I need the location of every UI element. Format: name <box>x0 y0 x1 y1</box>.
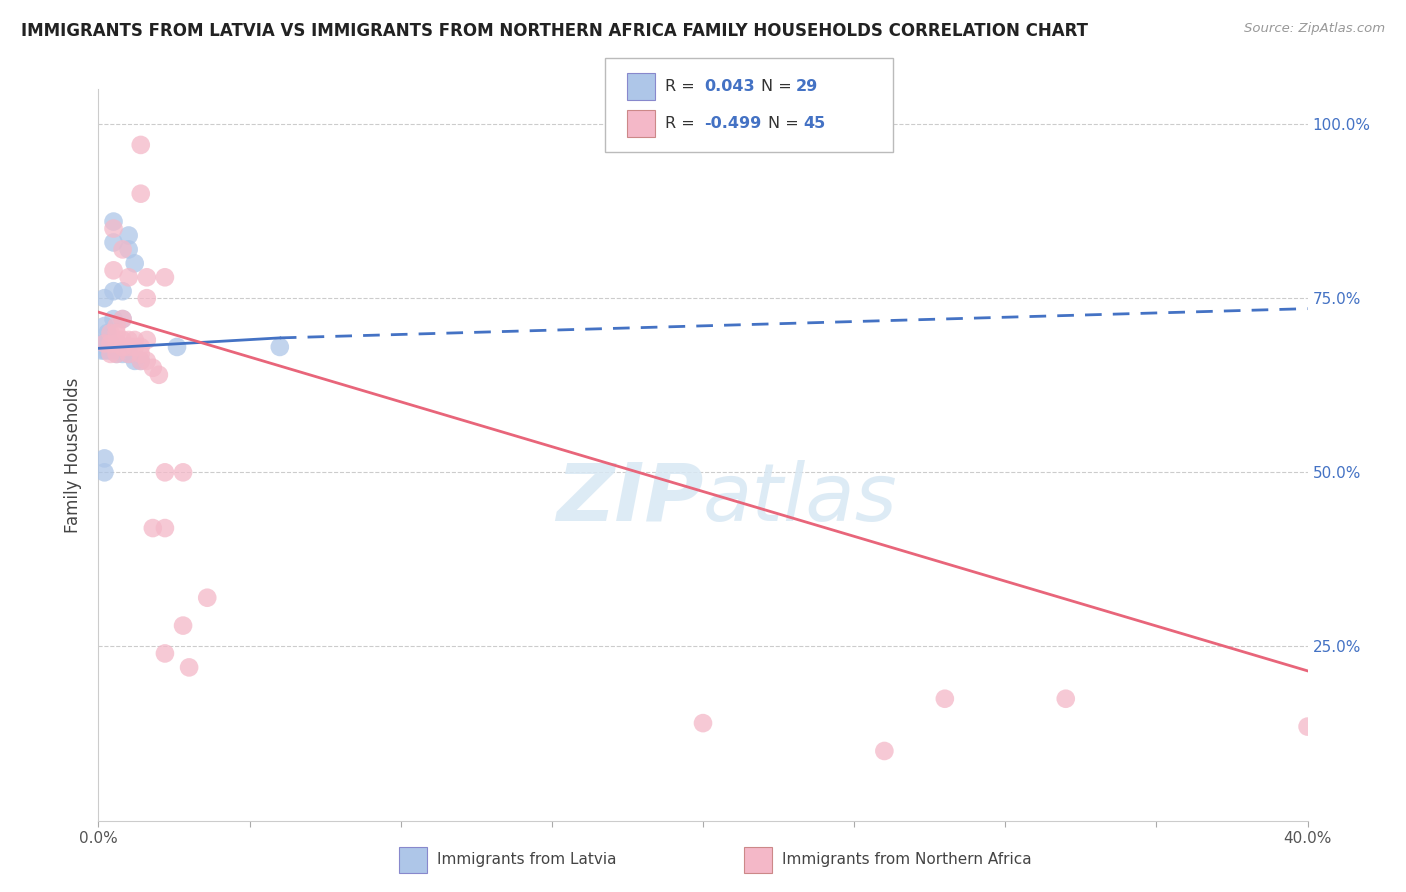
Point <box>135 291 157 305</box>
Point <box>111 243 134 257</box>
Text: 0.043: 0.043 <box>704 78 755 94</box>
Point <box>105 336 128 351</box>
Point <box>118 347 141 361</box>
Text: atlas: atlas <box>703 459 898 538</box>
Point <box>269 340 291 354</box>
Point <box>90 343 112 358</box>
Point <box>93 451 115 466</box>
Point <box>153 466 176 480</box>
Point <box>111 284 134 298</box>
Point <box>90 336 112 351</box>
Point <box>873 744 896 758</box>
Point <box>153 270 176 285</box>
Point <box>93 319 115 334</box>
Text: N =: N = <box>768 116 804 131</box>
Point <box>103 221 125 235</box>
Text: -0.499: -0.499 <box>704 116 762 131</box>
Text: 45: 45 <box>803 116 825 131</box>
Point <box>148 368 170 382</box>
Point <box>93 336 115 351</box>
Point <box>93 343 115 358</box>
Point <box>100 326 122 340</box>
Point <box>105 319 128 334</box>
Point <box>118 228 141 243</box>
Point <box>135 333 157 347</box>
Point <box>100 343 122 358</box>
Point <box>111 312 134 326</box>
Point <box>129 354 152 368</box>
Point <box>172 466 194 480</box>
Text: Immigrants from Latvia: Immigrants from Latvia <box>437 853 617 867</box>
Point <box>124 333 146 347</box>
Point <box>153 647 176 661</box>
Point <box>118 270 141 285</box>
Point <box>129 186 152 201</box>
Point <box>105 326 128 340</box>
Point <box>129 347 152 361</box>
Point <box>93 466 115 480</box>
Point <box>179 660 201 674</box>
Point <box>1054 691 1077 706</box>
Point <box>172 618 194 632</box>
Point <box>103 214 125 228</box>
Point <box>142 360 165 375</box>
Text: 29: 29 <box>796 78 818 94</box>
Point <box>105 347 128 361</box>
Text: IMMIGRANTS FROM LATVIA VS IMMIGRANTS FROM NORTHERN AFRICA FAMILY HOUSEHOLDS CORR: IMMIGRANTS FROM LATVIA VS IMMIGRANTS FRO… <box>21 22 1088 40</box>
Point <box>124 256 146 270</box>
Point <box>1296 720 1319 734</box>
Point <box>692 716 714 731</box>
Point <box>118 333 141 347</box>
Point <box>118 243 141 257</box>
Point <box>100 347 122 361</box>
Point <box>100 336 122 351</box>
Point <box>103 343 125 358</box>
Point <box>105 347 128 361</box>
Point <box>118 340 141 354</box>
Text: Immigrants from Northern Africa: Immigrants from Northern Africa <box>782 853 1032 867</box>
Point <box>103 312 125 326</box>
Point <box>124 354 146 368</box>
Text: R =: R = <box>665 78 700 94</box>
Point <box>96 326 118 340</box>
Point <box>129 354 152 368</box>
Point <box>111 312 134 326</box>
Point <box>103 284 125 298</box>
Y-axis label: Family Households: Family Households <box>65 377 83 533</box>
Point <box>129 137 152 152</box>
Point <box>93 336 115 351</box>
Text: Source: ZipAtlas.com: Source: ZipAtlas.com <box>1244 22 1385 36</box>
Point <box>100 336 122 351</box>
Point <box>135 354 157 368</box>
Point <box>153 521 176 535</box>
Text: ZIP: ZIP <box>555 459 703 538</box>
Point <box>118 347 141 361</box>
Point <box>96 336 118 351</box>
Point <box>93 291 115 305</box>
Point <box>124 340 146 354</box>
Point <box>142 521 165 535</box>
Point <box>111 340 134 354</box>
Point <box>103 263 125 277</box>
Point <box>166 340 188 354</box>
Point <box>195 591 218 605</box>
Text: R =: R = <box>665 116 700 131</box>
Point <box>129 340 152 354</box>
Point <box>934 691 956 706</box>
Text: N =: N = <box>761 78 797 94</box>
Point <box>96 343 118 358</box>
Point <box>103 235 125 250</box>
Point <box>111 333 134 347</box>
Point <box>135 270 157 285</box>
Point <box>111 347 134 361</box>
